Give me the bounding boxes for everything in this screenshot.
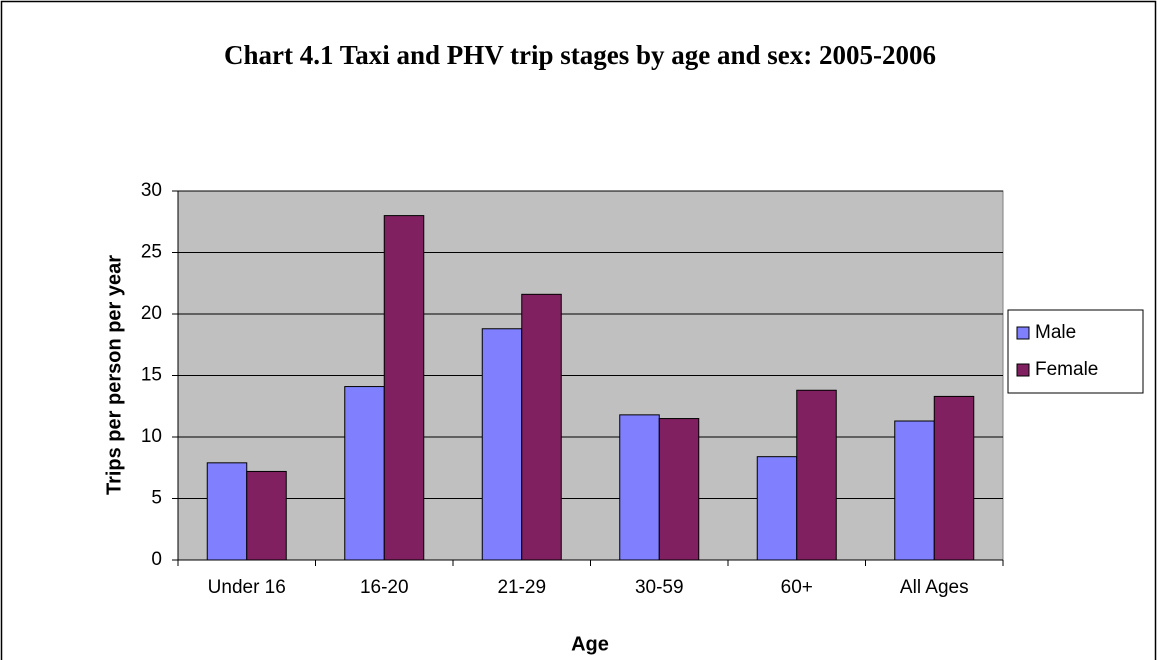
bar bbox=[246, 470, 287, 561]
bar bbox=[796, 389, 837, 561]
bar bbox=[658, 418, 700, 561]
y-tick-label: 10 bbox=[141, 426, 162, 447]
x-tick-label: 60+ bbox=[781, 577, 813, 598]
legend-label: Male bbox=[1035, 322, 1076, 343]
x-tick-label: 30-59 bbox=[635, 577, 684, 598]
y-tick-label: 30 bbox=[141, 180, 162, 201]
legend-swatch bbox=[1016, 326, 1030, 340]
legend bbox=[1007, 309, 1144, 394]
legend-swatch bbox=[1016, 363, 1030, 377]
x-tick-label: 21-29 bbox=[497, 577, 546, 598]
y-tick-label: 0 bbox=[151, 549, 162, 570]
bar bbox=[933, 395, 975, 561]
y-tick-label: 15 bbox=[141, 365, 162, 386]
bar bbox=[383, 215, 425, 561]
y-axis-title: Trips per person per year bbox=[103, 255, 125, 495]
bar bbox=[521, 293, 562, 561]
y-tick-label: 25 bbox=[141, 242, 162, 263]
x-tick-label: Under 16 bbox=[208, 577, 286, 598]
bar bbox=[344, 386, 385, 561]
x-tick-label: All Ages bbox=[900, 577, 969, 598]
bar bbox=[756, 456, 798, 561]
chart-title: Chart 4.1 Taxi and PHV trip stages by ag… bbox=[224, 40, 936, 70]
y-tick-label: 5 bbox=[151, 488, 162, 509]
bar bbox=[894, 420, 935, 561]
bar bbox=[481, 328, 523, 561]
y-tick-label: 20 bbox=[141, 303, 162, 324]
bar bbox=[206, 462, 248, 561]
legend-label: Female bbox=[1035, 359, 1098, 380]
x-tick-label: 16-20 bbox=[360, 577, 409, 598]
bar bbox=[619, 414, 660, 561]
x-axis-title: Age bbox=[571, 633, 609, 655]
